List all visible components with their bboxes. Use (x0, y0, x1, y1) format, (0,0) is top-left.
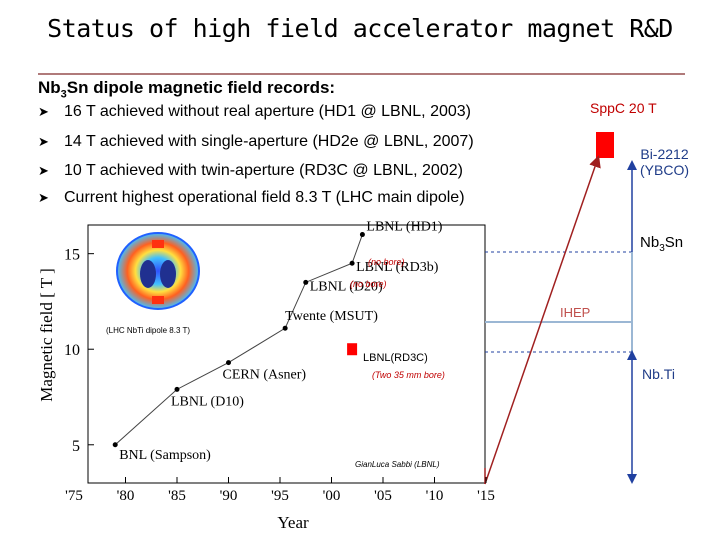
bullet-item-4: ➤ Current highest operational field 8.3 T… (38, 189, 465, 206)
data-point-label: LBNL (D20) (310, 279, 383, 294)
bi2212-label: Bi-2212 (YBCO) (640, 146, 689, 178)
sppc-label: SppC 20 T (590, 100, 657, 116)
arrow-bullet-icon: ➤ (38, 190, 49, 205)
y-axis-label: Magnetic field [ T ] (37, 268, 56, 401)
data-point-label: LBNL (HD1) (366, 220, 442, 235)
data-point (303, 279, 309, 285)
arrow-bullet-icon: ➤ (38, 104, 49, 119)
data-point-label: LBNL (D10) (171, 394, 244, 409)
x-tick-label: '00 (323, 488, 341, 504)
credit-note: GianLuca Sabbi (LBNL) (355, 460, 440, 469)
data-point (349, 260, 355, 266)
nb3sn-range-lines (485, 251, 633, 322)
y-tick-label: 15 (64, 247, 80, 264)
x-tick-label: '75 (65, 488, 83, 504)
x-axis-label: Year (277, 513, 309, 532)
data-point (359, 232, 365, 238)
nb3sn-label: Nb3Sn (640, 234, 684, 254)
lhc-note: (LHC NbTi dipole 8.3 T) (106, 326, 191, 335)
trend-arrow-diagonal (484, 155, 601, 485)
title-divider (38, 73, 685, 75)
data-point-label: CERN (Asner) (223, 368, 307, 383)
rd3c-marker (347, 343, 358, 356)
data-point-label: LBNL (RD3b) (356, 260, 439, 275)
data-point (226, 360, 231, 366)
data-point (112, 442, 118, 448)
data-point-label: Twente (MSUT) (285, 309, 378, 324)
data-point-label: BNL (Sampson) (119, 448, 211, 463)
rd3c-note: (Two 35 mm bore) (372, 370, 445, 380)
x-tick-label: '10 (426, 488, 444, 504)
x-tick-label: '85 (168, 488, 186, 504)
nbti-label: Nb.Ti (642, 366, 675, 382)
data-point (282, 325, 288, 331)
bi2212-arrow (627, 160, 637, 252)
sppc-marker (596, 132, 614, 158)
x-tick-label: '80 (117, 488, 135, 504)
arrow-bullet-icon: ➤ (38, 163, 49, 178)
bullet-item-2: ➤ 14 T achieved with single-aperture (HD2… (38, 133, 474, 150)
y-tick-label: 5 (72, 438, 80, 455)
x-tick-label: '95 (271, 488, 289, 504)
magnet-cross-section-image (116, 232, 200, 310)
no-bore-note-1: (no bore) (368, 257, 405, 267)
x-tick-label: '15 (477, 488, 495, 504)
subtitle: Nb3Sn dipole magnetic field records: (38, 78, 336, 101)
x-tick-label: '05 (374, 488, 392, 504)
ihep-label: IHEP (560, 305, 591, 320)
rd3c-label: LBNL(RD3C) (363, 352, 428, 364)
ihep-frame (485, 321, 633, 353)
no-bore-note-2: (no bore) (350, 279, 387, 289)
bullet-item-3: ➤ 10 T achieved with twin-aperture (RD3C … (38, 162, 463, 179)
nbti-range-arrow (627, 350, 637, 484)
y-tick-label: 10 (64, 342, 80, 359)
bullet-item-1: ➤ 16 T achieved without real aperture (HD… (38, 103, 471, 120)
data-point (174, 386, 180, 392)
page-title: Status of high field accelerator magnet … (47, 14, 673, 43)
arrow-bullet-icon: ➤ (38, 134, 49, 149)
x-tick-label: '90 (220, 488, 238, 504)
